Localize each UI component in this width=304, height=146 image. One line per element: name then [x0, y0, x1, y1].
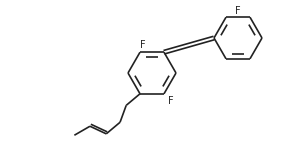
Text: F: F [168, 96, 174, 106]
Text: F: F [140, 40, 146, 50]
Text: F: F [235, 6, 241, 16]
